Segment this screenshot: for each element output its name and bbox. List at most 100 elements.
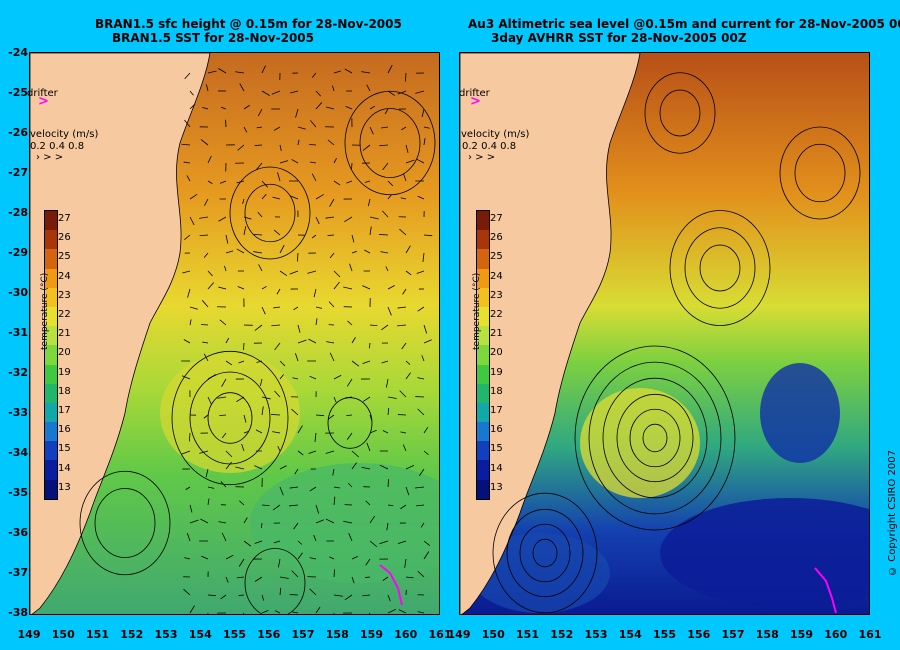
velocity-arrow [241,443,245,452]
velocity-arrow [207,270,213,277]
lon-label: 153 [154,628,178,641]
velocity-arrow [254,576,263,582]
velocity-arrow [291,570,299,578]
sea-level-contour [659,89,701,137]
velocity-arrow [181,450,191,455]
velocity-arrow [207,180,213,184]
sea-level-contour [359,108,421,178]
cold-patch [760,363,840,463]
velocity-arrow [255,429,263,434]
sea-level-contour [642,423,668,453]
lat-label: -30 [8,286,28,299]
velocity-arrow [416,270,425,274]
left-drifter-arrow-icon: > [38,94,49,109]
velocity-arrow [332,85,335,92]
left-title-line1: BRAN1.5 sfc height @ 0.15m for 28-Nov-20… [95,17,402,31]
velocity-arrow [199,234,209,237]
sea-level-contour [244,548,306,614]
velocity-arrow [351,234,355,243]
lat-label: -32 [8,366,28,379]
velocity-arrow [297,139,300,146]
right-velocity-scale: 0.2 0.4 0.8 [462,141,517,152]
velocity-arrow [279,486,284,496]
velocity-arrow [186,175,191,182]
velocity-arrow [387,407,390,416]
velocity-arrow [238,558,245,567]
lon-label: 153 [584,628,608,641]
velocity-arrow [382,576,389,581]
lon-label: 156 [257,628,281,641]
velocity-arrow [417,195,425,200]
velocity-arrow [261,180,269,188]
colorbar-tick: 22 [58,309,71,320]
velocity-arrow [361,71,371,74]
colorbar-swatch [45,230,57,250]
velocity-arrow [184,234,191,241]
sea-level-contour [574,345,736,531]
velocity-arrow [310,120,317,128]
velocity-arrow [416,158,425,164]
velocity-arrow [261,65,266,74]
velocity-arrow [261,610,269,614]
velocity-arrow [333,70,341,74]
velocity-arrow [346,180,353,184]
velocity-arrow [258,264,263,272]
sea-level-contour [532,538,558,568]
sea-level-contour [492,492,598,614]
velocity-arrow [271,324,281,327]
lon-label: 155 [223,628,246,641]
lat-label: -28 [8,206,28,219]
velocity-arrow [218,521,227,524]
velocity-arrow [310,161,317,164]
velocity-arrow [225,337,230,344]
velocity-arrow [279,587,282,596]
land-mass [30,53,211,614]
velocity-arrow [219,414,227,416]
velocity-arrow [297,425,303,434]
velocity-arrow [387,608,396,614]
velocity-arrow [293,522,299,530]
velocity-arrow [315,606,321,614]
velocity-arrow [201,555,209,560]
velocity-arrow [220,481,227,488]
velocity-arrow [349,263,353,272]
velocity-arrow [328,301,335,308]
lon-label: 160 [394,628,418,641]
velocity-arrow [315,216,320,225]
velocity-arrow [311,72,317,78]
lon-label: 156 [687,628,711,641]
lon-label: 150 [481,628,505,641]
velocity-arrow [239,500,245,506]
velocity-arrow [423,540,431,546]
velocity-arrow [271,90,281,95]
velocity-arrow [333,270,341,278]
lon-label: 149 [447,628,471,641]
lat-label: -34 [8,446,28,459]
lon-label: 149 [17,628,41,641]
velocity-arrow [297,324,301,333]
velocity-arrow [361,466,371,470]
velocity-arrow [242,198,245,204]
sea-level-contour [616,393,694,483]
colorbar-tick: 23 [58,289,71,301]
velocity-arrow [333,158,337,164]
velocity-arrow [279,160,289,164]
velocity-arrow [417,306,425,312]
velocity-arrow [343,520,353,524]
velocity-arrow [207,374,216,380]
colorbar-swatch [477,268,489,288]
colorbar-tick: 13 [58,481,71,493]
velocity-arrow [351,556,358,560]
velocity-arrow [261,90,270,96]
right-colorbar [476,210,490,500]
velocity-arrow [346,414,353,416]
velocity-arrow [417,611,425,614]
lon-label: 159 [360,628,383,641]
cold-patch [470,533,610,613]
right-map-panel [459,52,870,615]
velocity-arrow [243,517,248,524]
velocity-arrow [380,251,389,254]
velocity-arrow [279,374,284,380]
velocity-arrow [205,468,209,478]
velocity-arrow [369,429,377,434]
